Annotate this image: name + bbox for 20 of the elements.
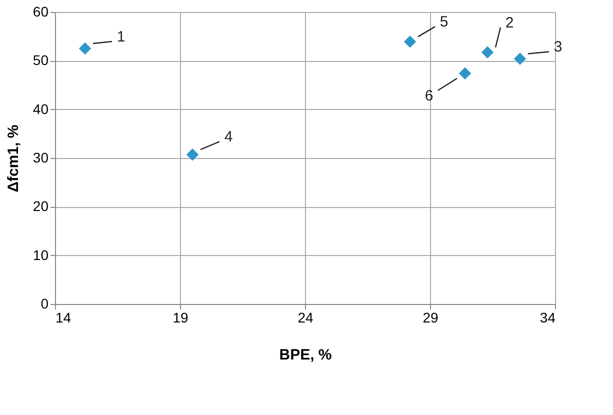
y-tick-label: 50	[32, 52, 49, 68]
y-axis-title: Δfcm1, %	[4, 124, 22, 192]
y-tick-label: 10	[32, 246, 49, 263]
y-tick-label: 20	[32, 198, 49, 214]
annotation: 1	[116, 28, 126, 46]
x-tick-label: 24	[298, 310, 314, 326]
annotation: 6	[424, 87, 434, 104]
x-tick-label: 34	[540, 310, 556, 326]
annotation: 2	[505, 14, 514, 32]
y-tick-label: 60	[32, 4, 49, 20]
x-axis-title: BPE, %	[279, 346, 332, 364]
annotation: 3	[554, 38, 562, 56]
x-tick-label: 19	[172, 310, 188, 326]
y-tick-label: 30	[32, 150, 49, 166]
x-tick-label: 29	[422, 310, 438, 326]
y-tick-label: 0	[40, 296, 49, 312]
annotation: 4	[224, 128, 233, 146]
y-tick-label: 40	[32, 100, 49, 117]
x-tick-label: 14	[56, 310, 72, 326]
annotation: 5	[440, 14, 448, 31]
